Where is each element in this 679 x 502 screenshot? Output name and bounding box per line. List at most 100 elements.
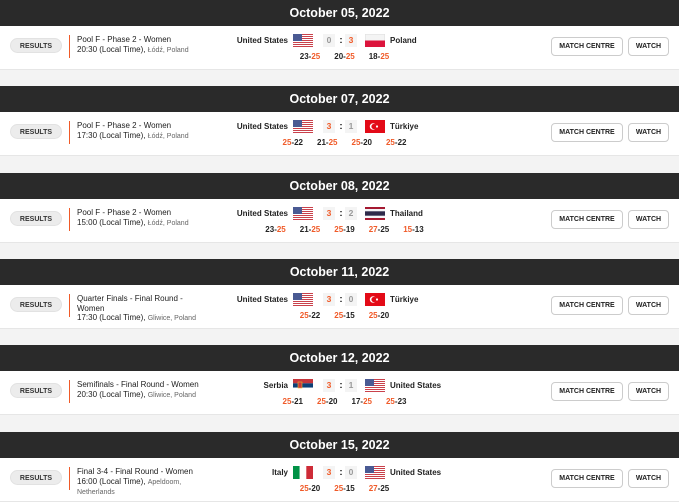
- date-header: October 08, 2022: [0, 173, 679, 199]
- results-badge: RESULTS: [10, 297, 62, 312]
- time: 20:30 (Local Time),: [77, 44, 146, 54]
- watch-button[interactable]: WATCH: [628, 123, 669, 142]
- home-flag-icon: [293, 207, 313, 220]
- set-score: 21-25: [317, 138, 338, 147]
- set-score: 25-15: [334, 484, 355, 493]
- home-flag-icon: [293, 293, 313, 306]
- set-score: 21-25: [299, 225, 321, 234]
- divider: [69, 467, 70, 490]
- time: 15:00 (Local Time),: [77, 217, 146, 227]
- date-header: October 05, 2022: [0, 0, 679, 26]
- set-score: 25-20: [351, 138, 372, 147]
- home-team[interactable]: Italy: [271, 468, 288, 477]
- match-row: RESULTS Pool F - Phase 2 - Women 17:30 (L…: [0, 112, 679, 156]
- match-day: October 12, 2022 RESULTS Semifinals - Fi…: [0, 345, 679, 415]
- set-score: 23-25: [265, 225, 286, 234]
- match-row: RESULTS Final 3-4 - Final Round - Women 1…: [0, 458, 679, 502]
- score-separator: :: [339, 208, 343, 218]
- home-score: 3: [323, 293, 335, 306]
- time: 17:30 (Local Time),: [77, 130, 146, 140]
- away-flag-icon: [365, 466, 385, 479]
- home-team[interactable]: United States: [236, 295, 288, 304]
- home-team[interactable]: Serbia: [263, 381, 288, 390]
- home-score: 3: [323, 120, 335, 133]
- match-centre-button[interactable]: MATCH CENTRE: [551, 123, 623, 142]
- phase: Pool F - Phase 2 - Women: [77, 35, 172, 44]
- away-score: 0: [345, 293, 357, 306]
- set-scores: 23-25 20-25 18-25: [0, 52, 679, 61]
- watch-button[interactable]: WATCH: [628, 210, 669, 229]
- watch-button[interactable]: WATCH: [628, 469, 669, 488]
- watch-button[interactable]: WATCH: [628, 382, 669, 401]
- home-score: 3: [323, 466, 335, 479]
- set-score: 17-25: [351, 397, 372, 406]
- home-team[interactable]: United States: [236, 36, 288, 45]
- match-centre-button[interactable]: MATCH CENTRE: [551, 469, 623, 488]
- away-team[interactable]: United States: [390, 468, 442, 477]
- away-score: 1: [345, 120, 357, 133]
- results-badge: RESULTS: [10, 38, 62, 53]
- away-team[interactable]: United States: [390, 381, 442, 390]
- match-day: October 15, 2022 RESULTS Final 3-4 - Fin…: [0, 432, 679, 502]
- set-score: 25-20: [368, 311, 390, 320]
- watch-button[interactable]: WATCH: [628, 37, 669, 56]
- away-team[interactable]: Türkiye: [390, 295, 419, 304]
- date-header: October 12, 2022: [0, 345, 679, 371]
- set-score: 25-22: [282, 138, 304, 147]
- match-centre-button[interactable]: MATCH CENTRE: [551, 210, 623, 229]
- set-score: 27-25: [368, 484, 390, 493]
- set-scores: 25-20 25-15 27-25: [0, 484, 679, 493]
- match-row: RESULTS Pool F - Phase 2 - Women 15:00 (L…: [0, 199, 679, 243]
- match-centre-button[interactable]: MATCH CENTRE: [551, 37, 623, 56]
- set-score: 18-25: [368, 52, 390, 61]
- away-flag-icon: [365, 120, 385, 133]
- watch-button[interactable]: WATCH: [628, 296, 669, 315]
- set-scores: 25-22 25-15 25-20: [0, 311, 679, 320]
- set-score: 15-13: [403, 225, 424, 234]
- home-score: 3: [323, 379, 335, 392]
- phase: Pool F - Phase 2 - Women: [77, 208, 172, 217]
- match-day: October 08, 2022 RESULTS Pool F - Phase …: [0, 173, 679, 243]
- set-score: 25-22: [385, 138, 407, 147]
- match-day: October 05, 2022 RESULTS Pool F - Phase …: [0, 0, 679, 70]
- match-day: October 07, 2022 RESULTS Pool F - Phase …: [0, 86, 679, 156]
- time: 17:30 (Local Time),: [77, 313, 146, 322]
- away-score: 2: [345, 207, 357, 220]
- away-flag-icon: [365, 207, 385, 220]
- set-scores: 23-25 21-25 25-19 27-25 15-13: [0, 225, 679, 234]
- set-score: 25-21: [282, 397, 304, 406]
- away-team[interactable]: Poland: [390, 36, 417, 45]
- home-flag-icon: [293, 379, 313, 392]
- divider: [69, 121, 70, 144]
- away-team[interactable]: Thailand: [390, 209, 423, 218]
- set-score: 25-23: [385, 397, 407, 406]
- set-score: 27-25: [368, 225, 390, 234]
- away-score: 1: [345, 379, 357, 392]
- phase: Final 3-4 - Final Round - Women: [77, 467, 193, 476]
- set-score: 20-25: [334, 52, 355, 61]
- phase: Semifinals - Final Round - Women: [77, 380, 199, 389]
- away-flag-icon: [365, 379, 385, 392]
- score-separator: :: [339, 467, 343, 477]
- match-info: Pool F - Phase 2 - Women 15:00 (Local Tim…: [77, 208, 207, 228]
- set-score: 25-15: [334, 311, 355, 320]
- match-info: Pool F - Phase 2 - Women 20:30 (Local Tim…: [77, 35, 207, 55]
- match-info: Pool F - Phase 2 - Women 17:30 (Local Tim…: [77, 121, 207, 141]
- away-team[interactable]: Türkiye: [390, 122, 419, 131]
- results-badge: RESULTS: [10, 211, 62, 226]
- phase: Pool F - Phase 2 - Women: [77, 121, 172, 130]
- home-score: 3: [323, 207, 335, 220]
- score-separator: :: [339, 294, 343, 304]
- results-badge: RESULTS: [10, 470, 62, 485]
- set-score: 25-20: [317, 397, 338, 406]
- time: 20:30 (Local Time),: [77, 389, 146, 399]
- home-flag-icon: [293, 120, 313, 133]
- match-info: Quarter Finals - Final Round - Women 17:3…: [77, 294, 207, 324]
- date-header: October 11, 2022: [0, 259, 679, 285]
- match-centre-button[interactable]: MATCH CENTRE: [551, 382, 623, 401]
- home-flag-icon: [293, 466, 313, 479]
- match-centre-button[interactable]: MATCH CENTRE: [551, 296, 623, 315]
- home-team[interactable]: United States: [236, 209, 288, 218]
- location: Gliwice, Poland: [147, 391, 196, 399]
- home-team[interactable]: United States: [236, 122, 288, 131]
